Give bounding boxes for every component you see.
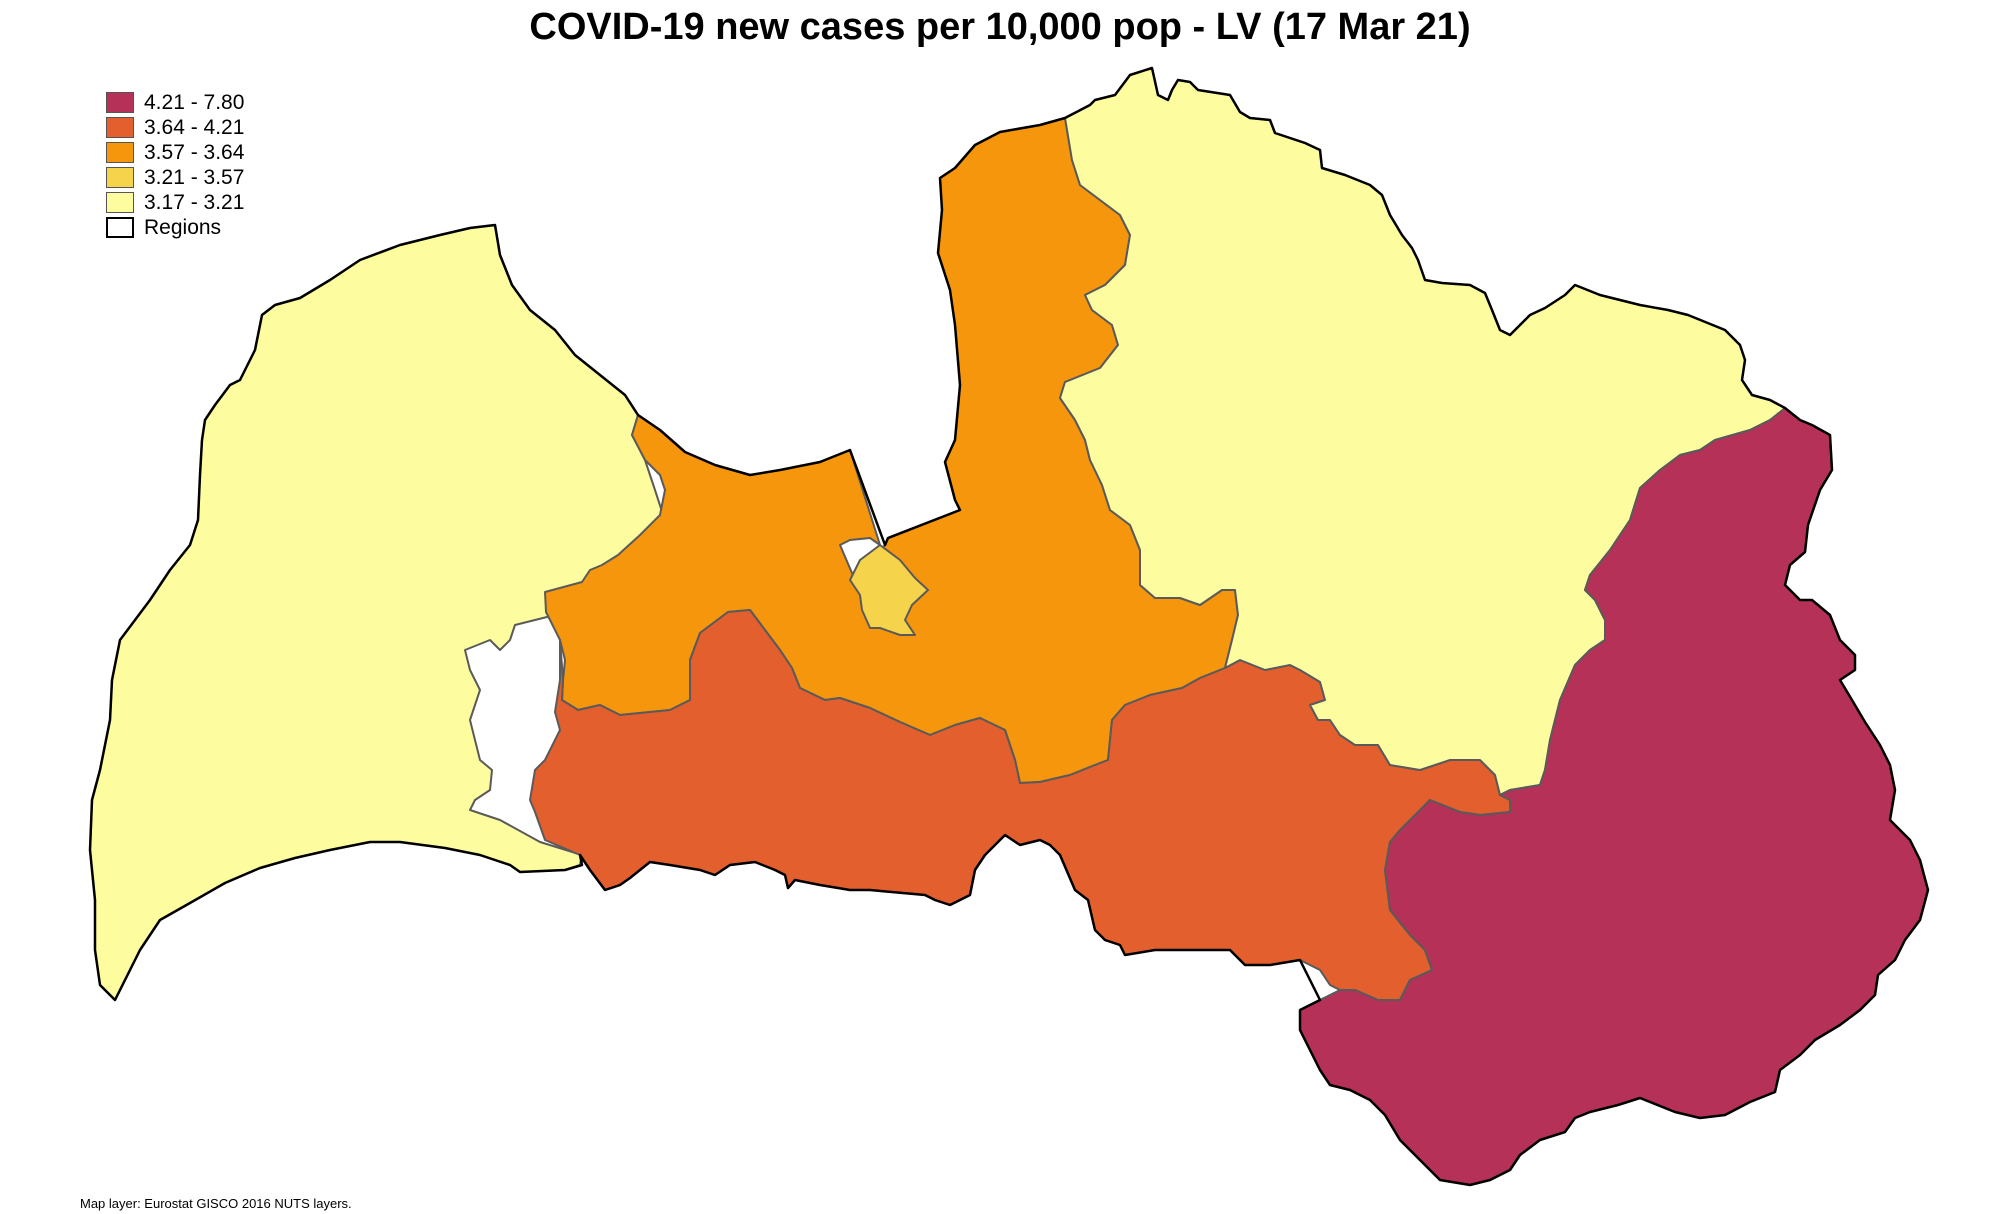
legend-label: 4.21 - 7.80 [144,90,245,114]
map-title: COVID-19 new cases per 10,000 pop - LV (… [529,6,1471,48]
legend-item-regions: Regions [106,215,244,240]
country-outline [88,66,1930,1187]
map-source-note: Map layer: Eurostat GISCO 2016 NUTS laye… [80,1196,352,1211]
legend-swatch-regions [106,217,134,238]
legend-swatch [106,142,134,163]
legend-label-regions: Regions [144,215,222,239]
legend-item: 4.21 - 7.80 [106,90,244,115]
legend-swatch [106,117,134,138]
legend-item: 3.17 - 3.21 [106,190,244,215]
legend-label: 3.17 - 3.21 [144,190,245,214]
region-riga[interactable] [849,544,929,636]
legend-label: 3.64 - 4.21 [144,115,245,139]
legend-swatch [106,167,134,188]
legend-item: 3.57 - 3.64 [106,140,244,165]
legend-item: 3.64 - 4.21 [106,115,244,140]
legend-label: 3.21 - 3.57 [144,165,245,189]
legend-item: 3.21 - 3.57 [106,165,244,190]
legend-label: 3.57 - 3.64 [144,140,245,164]
legend: 4.21 - 7.80 3.64 - 4.21 3.57 - 3.64 3.21… [106,90,244,240]
legend-swatch [106,92,134,113]
legend-swatch [106,192,134,213]
